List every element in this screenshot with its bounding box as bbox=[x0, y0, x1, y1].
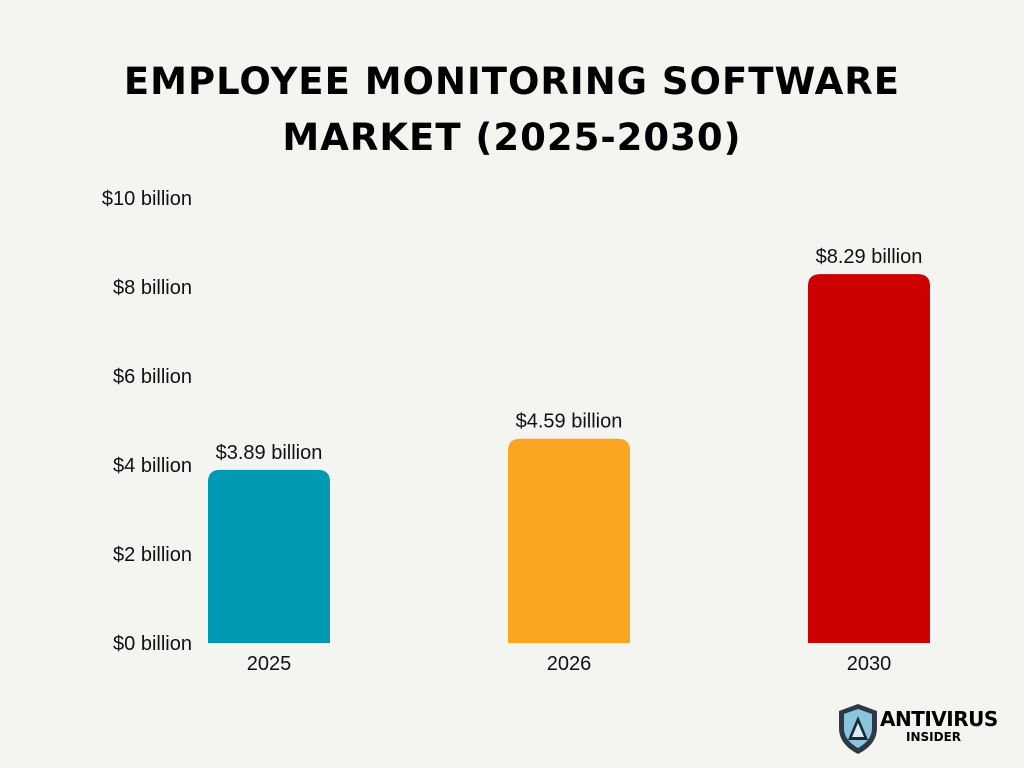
chart-title-line-2: Market (2025-2030) bbox=[282, 116, 742, 159]
logo-text-insider: INSIDER bbox=[906, 730, 962, 744]
data-label-2026: $4.59 billion bbox=[516, 411, 623, 433]
bar-2030 bbox=[808, 274, 930, 643]
x-tick-label-2025: 2025 bbox=[247, 653, 292, 675]
brand-logo: ANTIVIRUS INSIDER bbox=[836, 702, 998, 758]
bars: $3.89 billion $4.59 billion $8.29 billion bbox=[208, 246, 930, 643]
y-axis: $0 billion $2 billion $4 billion $6 billion… bbox=[102, 188, 192, 655]
y-tick-label: $0 billion bbox=[113, 633, 192, 655]
y-tick-label: $10 billion bbox=[102, 188, 192, 210]
data-label-2030: $8.29 billion bbox=[816, 246, 923, 268]
x-axis: 2025 2026 2030 bbox=[247, 653, 892, 675]
x-tick-label-2026: 2026 bbox=[547, 653, 592, 675]
y-tick-label: $8 billion bbox=[113, 277, 192, 299]
chart-title-line-1: Employee Monitoring Software bbox=[123, 60, 901, 103]
logo-text-antivirus: ANTIVIRUS bbox=[880, 707, 998, 731]
y-tick-label: $4 billion bbox=[113, 455, 192, 477]
bar-2025 bbox=[208, 469, 330, 643]
chart-title: Employee Monitoring Software Market (202… bbox=[0, 54, 1024, 166]
data-label-2025: $3.89 billion bbox=[216, 442, 323, 464]
y-tick-label: $6 billion bbox=[113, 366, 192, 388]
shield-icon bbox=[839, 704, 877, 754]
x-tick-label-2030: 2030 bbox=[847, 653, 892, 675]
y-tick-label: $2 billion bbox=[113, 544, 192, 566]
bar-2026 bbox=[508, 438, 630, 643]
